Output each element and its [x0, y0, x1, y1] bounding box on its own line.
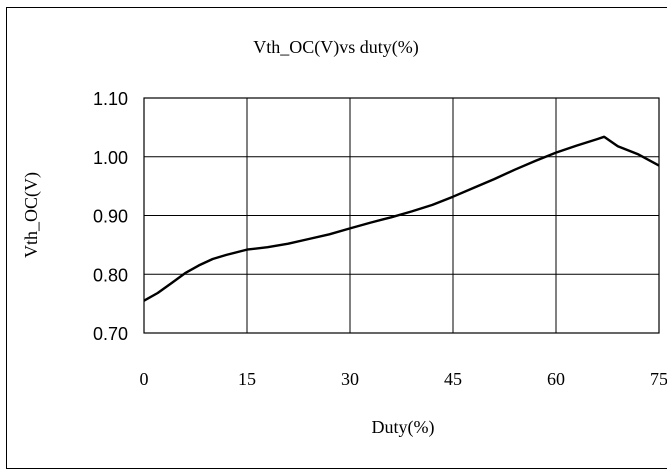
- y-tick-label: 1.10: [93, 89, 128, 109]
- x-tick-label: 30: [341, 369, 359, 389]
- chart-title: Vth_OC(V)vs duty(%): [253, 37, 418, 58]
- y-tick-label: 1.00: [93, 148, 128, 168]
- series-layer: [143, 135, 660, 302]
- y-axis-label: Vth_OC(V): [21, 172, 42, 258]
- x-tick-label: 60: [547, 369, 565, 389]
- x-axis-label: Duty(%): [372, 417, 435, 438]
- y-tick-label: 0.90: [93, 207, 128, 227]
- series-line-0: [143, 135, 660, 302]
- x-tick-label: 0: [140, 369, 149, 389]
- x-tick-label: 45: [444, 369, 462, 389]
- y-tick-label: 0.80: [93, 265, 128, 285]
- x-tick-label: 15: [238, 369, 256, 389]
- y-tick-label: 0.70: [93, 324, 128, 344]
- x-tick-label: 75: [650, 369, 667, 389]
- tick-labels: 0 15 30 45 60 75 1.10 1.00 0.90 0.80 0.70: [93, 89, 667, 389]
